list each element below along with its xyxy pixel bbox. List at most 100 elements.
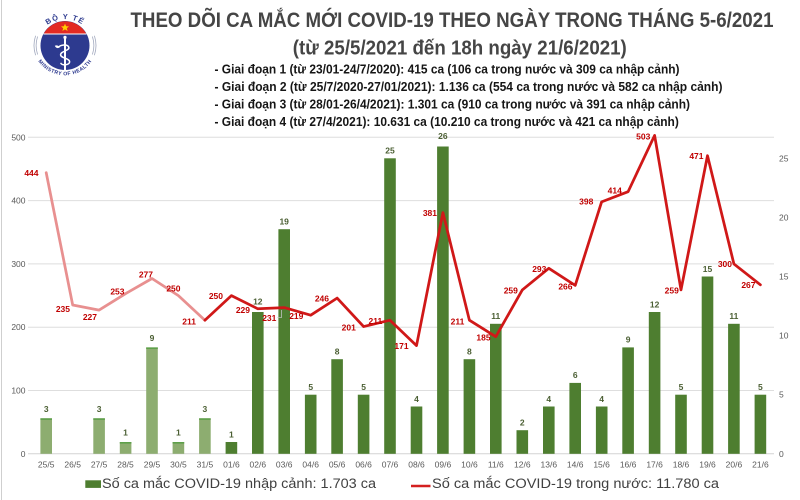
- svg-text:12: 12: [650, 299, 660, 309]
- svg-text:235: 235: [56, 304, 70, 314]
- svg-text:11/6: 11/6: [488, 460, 504, 470]
- svg-text:08/6: 08/6: [408, 460, 425, 470]
- svg-text:503: 503: [636, 131, 650, 141]
- svg-text:THEO DÕI CA MẮC MỚI COVID-19 T: THEO DÕI CA MẮC MỚI COVID-19 THEO NGÀY T…: [131, 8, 774, 32]
- svg-text:8: 8: [335, 347, 340, 357]
- svg-text:1: 1: [123, 428, 128, 438]
- svg-text:250: 250: [209, 291, 223, 301]
- svg-text:03/6: 03/6: [276, 460, 293, 470]
- svg-text:277: 277: [139, 269, 153, 279]
- svg-text:267: 267: [741, 280, 755, 290]
- svg-text:266: 266: [558, 281, 572, 291]
- svg-text:07/6: 07/6: [382, 460, 399, 470]
- svg-text:4: 4: [414, 394, 419, 404]
- svg-text:4: 4: [546, 394, 551, 404]
- svg-text:381: 381: [423, 208, 437, 218]
- svg-text:211: 211: [182, 316, 196, 326]
- svg-text:414: 414: [608, 186, 622, 196]
- svg-text:1: 1: [176, 428, 181, 438]
- svg-text:100: 100: [11, 386, 25, 396]
- svg-text:8: 8: [467, 347, 472, 357]
- svg-text:471: 471: [689, 151, 703, 161]
- svg-text:11: 11: [729, 311, 738, 321]
- svg-text:19: 19: [279, 217, 289, 227]
- svg-text:31/5: 31/5: [197, 460, 214, 470]
- svg-text:5: 5: [758, 382, 763, 392]
- svg-text:20: 20: [779, 212, 789, 222]
- svg-text:05/6: 05/6: [329, 460, 346, 470]
- svg-text:30/5: 30/5: [170, 460, 187, 470]
- svg-text:171: 171: [394, 341, 408, 351]
- svg-text:227: 227: [83, 312, 97, 322]
- svg-text:18/6: 18/6: [673, 460, 690, 470]
- svg-text:- Giai đoạn 1 (từ 23/01-24/7/2: - Giai đoạn 1 (từ 23/01-24/7/2020): 415 …: [215, 63, 680, 77]
- svg-text:02/6: 02/6: [250, 460, 267, 470]
- svg-text:0: 0: [21, 449, 26, 459]
- svg-text:19/6: 19/6: [699, 460, 716, 470]
- svg-text:1: 1: [229, 429, 234, 439]
- svg-text:21/6: 21/6: [752, 460, 769, 470]
- svg-text:5: 5: [679, 382, 684, 392]
- svg-text:5: 5: [779, 390, 784, 400]
- svg-text:Số ca mắc COVID-19 nhập cảnh:: Số ca mắc COVID-19 nhập cảnh: 1.703 ca: [102, 476, 377, 491]
- svg-text:5: 5: [308, 382, 313, 392]
- svg-text:229: 229: [236, 305, 250, 315]
- svg-text:28/5: 28/5: [117, 460, 134, 470]
- svg-text:BỘ Y TẾ: BỘ Y TẾ: [44, 12, 87, 27]
- svg-text:250: 250: [166, 284, 180, 294]
- svg-text:253: 253: [110, 286, 124, 296]
- svg-text:444: 444: [24, 168, 38, 178]
- svg-text:14/6: 14/6: [567, 460, 584, 470]
- svg-text:3: 3: [44, 404, 49, 414]
- svg-text:17/6: 17/6: [646, 460, 663, 470]
- svg-text:300: 300: [11, 259, 25, 269]
- svg-text:2: 2: [520, 418, 525, 428]
- svg-text:9: 9: [626, 335, 631, 345]
- svg-text:293: 293: [532, 264, 546, 274]
- svg-text:04/6: 04/6: [302, 460, 319, 470]
- svg-text:6: 6: [573, 370, 578, 380]
- svg-text:200: 200: [11, 322, 25, 332]
- svg-text:- Giai đoạn 4 (từ 27/4/2021):: - Giai đoạn 4 (từ 27/4/2021): 10.631 ca …: [215, 115, 679, 129]
- svg-text:10/6: 10/6: [461, 460, 478, 470]
- svg-text:500: 500: [11, 132, 25, 142]
- svg-text:13/6: 13/6: [541, 460, 558, 470]
- svg-text:9: 9: [150, 333, 155, 343]
- svg-text:259: 259: [504, 285, 518, 295]
- svg-text:15: 15: [779, 272, 789, 282]
- svg-text:25: 25: [385, 146, 395, 156]
- svg-text:- Giai đoạn 2 (từ 25/7/2020-27: - Giai đoạn 2 (từ 25/7/2020-27/01/2021):…: [215, 80, 723, 94]
- svg-text:4: 4: [599, 394, 604, 404]
- svg-text:- Giai đoạn 3 (từ 28/01-26/4/2: - Giai đoạn 3 (từ 28/01-26/4/2021): 1.30…: [215, 98, 691, 112]
- svg-text:(từ 25/5/2021 đến 18h ngày 21/: (từ 25/5/2021 đến 18h ngày 21/6/2021): [293, 36, 627, 59]
- svg-text:3: 3: [203, 404, 208, 414]
- svg-text:09/6: 09/6: [435, 460, 452, 470]
- svg-text:11: 11: [491, 311, 500, 321]
- svg-text:185: 185: [476, 332, 490, 342]
- svg-text:Số ca mắc COVID-19 trong nước:: Số ca mắc COVID-19 trong nước: 11.780 ca: [432, 476, 720, 491]
- svg-text:25/5: 25/5: [38, 460, 55, 470]
- svg-text:300: 300: [718, 259, 732, 269]
- svg-text:398: 398: [579, 196, 593, 206]
- svg-text:5: 5: [361, 382, 366, 392]
- svg-text:259: 259: [665, 286, 679, 296]
- svg-text:29/5: 29/5: [144, 460, 161, 470]
- svg-text:3: 3: [97, 404, 102, 414]
- svg-text:01/6: 01/6: [223, 460, 240, 470]
- svg-text:231: 231: [262, 313, 276, 323]
- svg-text:219: 219: [289, 311, 303, 321]
- svg-text:211: 211: [451, 317, 465, 327]
- svg-text:15/6: 15/6: [593, 460, 610, 470]
- svg-text:06/6: 06/6: [355, 460, 372, 470]
- svg-text:246: 246: [315, 294, 329, 304]
- svg-text:211: 211: [368, 316, 382, 326]
- svg-text:26: 26: [438, 131, 448, 141]
- svg-text:16/6: 16/6: [620, 460, 637, 470]
- svg-text:20/6: 20/6: [726, 460, 743, 470]
- svg-text:12: 12: [253, 297, 263, 307]
- svg-text:25: 25: [779, 153, 789, 163]
- svg-text:27/5: 27/5: [91, 460, 108, 470]
- svg-text:400: 400: [11, 196, 25, 206]
- svg-text:26/5: 26/5: [64, 460, 81, 470]
- svg-text:201: 201: [342, 322, 356, 332]
